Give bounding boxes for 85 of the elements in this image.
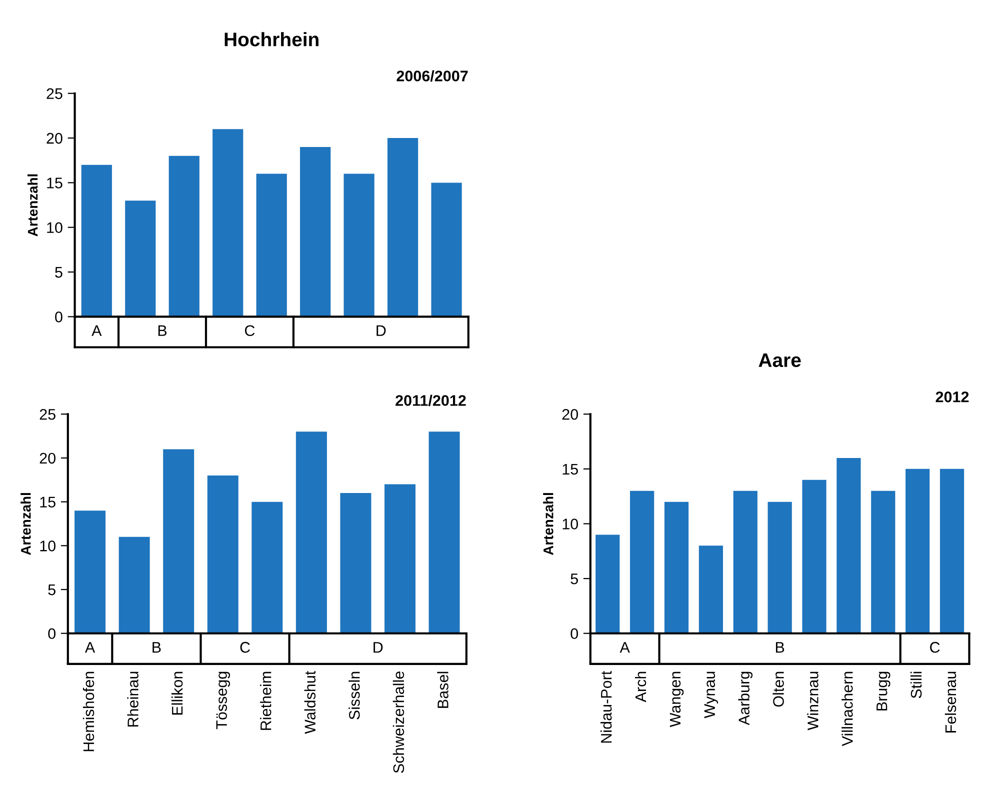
text: A	[92, 325, 102, 336]
bar	[428, 432, 460, 634]
bar	[596, 534, 620, 634]
y-tick-label: 10	[40, 540, 56, 552]
y-tick-label: 20	[562, 408, 578, 420]
y-axis-title: Artenzahl	[543, 493, 554, 556]
y-tick-label: 10	[562, 518, 578, 530]
bar	[431, 182, 462, 317]
bar	[340, 493, 372, 634]
y-tick-label: 25	[46, 88, 62, 100]
text: D	[376, 325, 386, 336]
x-tick-label: Tössegg	[216, 672, 230, 730]
x-tick-label: Aarburg	[738, 672, 752, 726]
bar	[252, 502, 283, 634]
x-tick-label: Wangen	[670, 672, 684, 728]
x-tick-label: Brugg	[876, 672, 890, 710]
bar	[384, 484, 416, 634]
text: B	[158, 325, 167, 336]
y-tick-label: 0	[55, 312, 62, 322]
x-tick-label: Felsenau	[944, 672, 956, 732]
x-tick-label: Schweizerhalle	[392, 672, 404, 773]
x-tick-label: Basel	[437, 672, 448, 708]
y-tick-label: 15	[47, 178, 62, 188]
bar	[300, 146, 331, 317]
bar	[940, 468, 964, 634]
x-tick-label: Olten	[772, 672, 784, 707]
bar	[74, 510, 106, 634]
y-tick-label: 20	[46, 132, 62, 144]
bar	[212, 129, 244, 317]
x-tick-label: Villnachern	[842, 672, 853, 746]
x-tick-label: Sisseln	[348, 672, 360, 720]
text: C	[930, 642, 940, 653]
text: B	[776, 642, 784, 653]
text: B	[152, 642, 161, 653]
text: A	[620, 642, 630, 653]
y-tick-label: 5	[570, 574, 578, 584]
bar	[168, 156, 200, 317]
bar	[118, 536, 150, 634]
chart-subtitle: 2012	[936, 392, 969, 402]
y-tick-label: 10	[47, 222, 62, 234]
x-tick-label: Nidau-Port	[600, 670, 612, 743]
x-tick-label: Arch	[634, 672, 646, 702]
bar	[698, 546, 723, 634]
x-tick-label: Wynau	[704, 672, 718, 718]
bar	[81, 164, 112, 317]
y-tick-label: 20	[40, 452, 56, 464]
bar	[871, 490, 896, 634]
bar	[836, 458, 861, 634]
chart-subtitle: 2006/2007	[396, 70, 468, 82]
y-axis-title: Artenzahl	[20, 493, 31, 556]
bar	[387, 138, 418, 317]
bar	[163, 449, 194, 634]
bar	[630, 490, 654, 634]
bar	[125, 200, 156, 317]
text: C	[240, 642, 250, 653]
y-tick-label: 25	[40, 408, 56, 420]
bar	[664, 502, 689, 634]
y-tick-label: 5	[48, 584, 56, 596]
chart-title: Aare	[758, 354, 801, 368]
bar	[344, 174, 374, 317]
x-tick-label: Rheinau	[127, 672, 138, 727]
y-tick-label: 15	[562, 464, 578, 475]
x-tick-label: Waldshut	[304, 670, 316, 734]
bar	[906, 468, 930, 634]
y-tick-label: 0	[570, 628, 578, 640]
bar	[296, 432, 327, 634]
y-tick-label: 0	[48, 628, 56, 640]
y-axis-title: Artenzahl	[27, 174, 38, 236]
x-tick-label: Winznau	[807, 672, 818, 730]
text: A	[84, 642, 96, 653]
bar	[256, 174, 287, 317]
x-tick-label: Rietheim	[260, 672, 272, 730]
y-tick-label: 15	[40, 496, 56, 508]
text: C	[244, 325, 255, 336]
x-tick-label: Hemishofen	[82, 672, 94, 752]
text: D	[374, 642, 383, 653]
bar	[733, 490, 758, 634]
chart-title: Hochrhein	[224, 32, 318, 46]
bar	[207, 476, 238, 634]
bar	[768, 502, 792, 634]
chart-title: 2011/2012	[396, 394, 466, 406]
x-tick-label: Stilli	[910, 672, 922, 698]
y-tick-label: 5	[55, 267, 62, 278]
x-tick-label: Ellikon	[171, 672, 183, 715]
bar	[802, 480, 826, 634]
